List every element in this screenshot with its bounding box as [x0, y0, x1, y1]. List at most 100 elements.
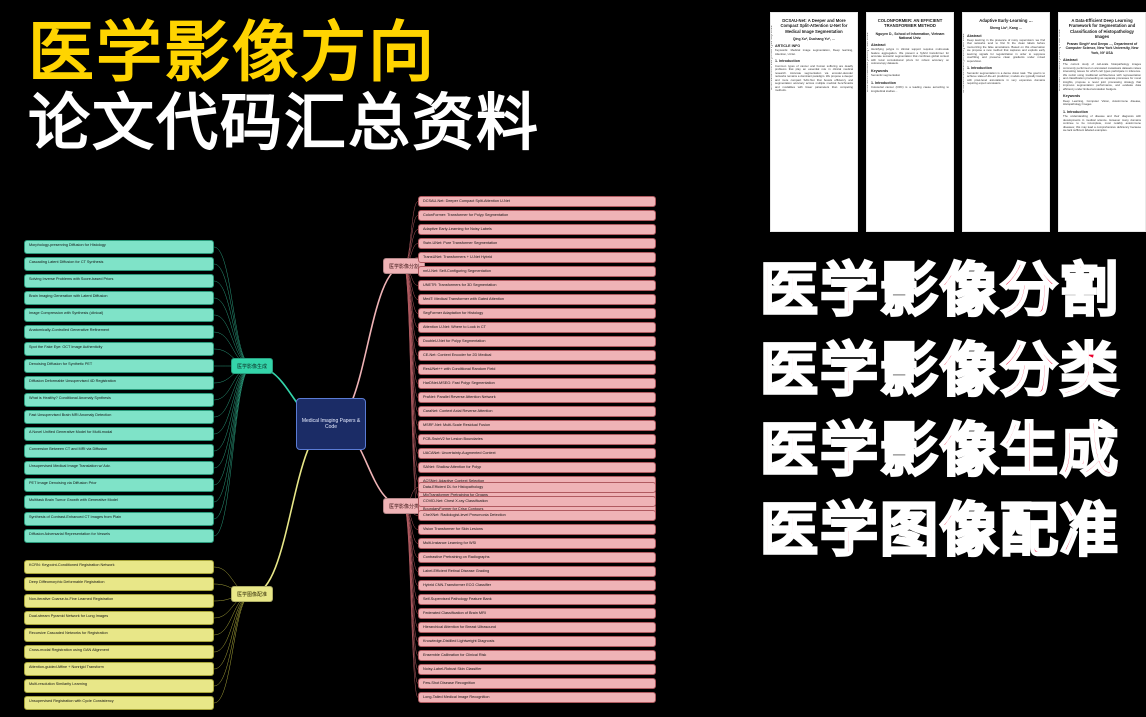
mindmap-node: Solving Inverse Problems with Score-base… — [24, 274, 214, 288]
mindmap-column-left_bottom: KCRN: Keypoint-Conditioned Registration … — [24, 560, 214, 710]
paper-section-heading: Keywords — [1063, 94, 1141, 98]
paper-thumbnail: arXiv:2202.00972v2 [eess.IV] 24 Sep 2022… — [770, 12, 858, 232]
mindmap-node: CheXNet: Radiologist-level Pneumonia Det… — [418, 510, 656, 521]
paper-section-body: Semantic segmentation — [871, 74, 949, 77]
mindmap-node: Fast Unsupervised Brain MRI Anomaly Dete… — [24, 410, 214, 424]
mindmap-node: UNETR: Transformers for 3D Segmentation — [418, 280, 656, 291]
mindmap-node: DoubleU-Net for Polyp Segmentation — [418, 336, 656, 347]
mindmap-node: FCB-SwinV2 for Lesion Boundaries — [418, 434, 656, 445]
mindmap-node: UACANet: Uncertainty-Augmented Context — [418, 448, 656, 459]
topic-generation: 医学影像生成 — [760, 422, 1120, 480]
mindmap-node: Noisy-Label-Robust Skin Classifier — [418, 664, 656, 675]
paper-title: Adaptive Early-Learning … — [967, 18, 1045, 23]
mindmap-node: Data-Efficient DL for Histopathology — [418, 482, 656, 493]
paper-title: DCSAU-Net: A Deeper and More Compact Spl… — [775, 18, 853, 34]
paper-section-body: The understanding of disease and their d… — [1063, 115, 1141, 132]
mindmap-node: Recursive Cascaded Networks for Registra… — [24, 628, 214, 642]
mindmap-node: Unsupervised Medical Image Translation w… — [24, 461, 214, 475]
mindmap-node: Diffusion Adversarial Representation for… — [24, 529, 214, 543]
paper-title: A Data-Efficient Deep Learning Framework… — [1063, 18, 1141, 39]
mindmap: Medical Imaging Papers & Code 医学影像生成医学影像… — [18, 188, 658, 706]
title-block: 医学影像方向 论文代码汇总资料 — [28, 18, 540, 156]
mindmap-node: KCRN: Keypoint-Conditioned Registration … — [24, 560, 214, 574]
paper-title: COLONFORMER: AN EFFICIENT TRANSFORMER ME… — [871, 18, 949, 29]
mindmap-node: PET Image Denoising via Diffusion Prior — [24, 478, 214, 492]
mindmap-node: Denoising Diffusion for Synthetic PET — [24, 359, 214, 373]
paper-section-body: Deep Learning, Computer Vision, Autoimmu… — [1063, 100, 1141, 107]
mindmap-node: Self-Supervised Pathology Feature Bank — [418, 594, 656, 605]
paper-thumbnails: arXiv:2202.00972v2 [eess.IV] 24 Sep 2022… — [770, 12, 1146, 244]
mindmap-node: Diffusion Deformable Unsupervised 4D Reg… — [24, 376, 214, 390]
arxiv-id: arXiv:2209.08898v3 [cs.CV] 7 Jun 2022 — [866, 32, 869, 92]
mindmap-center: Medical Imaging Papers & Code — [296, 398, 366, 450]
mindmap-node: Vision Transformer for Skin Lesions — [418, 524, 656, 535]
mindmap-node: Federated Classification of Brain MRI — [418, 608, 656, 619]
paper-section-body: Identifying polyps in clinical support r… — [871, 48, 949, 65]
mindmap-node: Attention U-Net: Where to Look in CT — [418, 322, 656, 333]
mindmap-node: Morphology-preserving Diffusion for Hist… — [24, 240, 214, 254]
mindmap-node: Multi-resolution Similarity Learning — [24, 679, 214, 693]
mindmap-node: nnU-Net: Self-Configuring Segmentation — [418, 266, 656, 277]
mindmap-column-left_top: Morphology-preserving Diffusion for Hist… — [24, 240, 214, 543]
mindmap-node: Knowledge-Distilled Lightweight Diagnosi… — [418, 636, 656, 647]
mindmap-node: Anatomically-Controlled Generative Refin… — [24, 325, 214, 339]
mindmap-node: ColonFormer: Transformer for Polyp Segme… — [418, 210, 656, 221]
paper-authors: Sheng Liu*, Kang … — [967, 26, 1045, 30]
mindmap-node: COVID-Net: Chest X-ray Classification — [418, 496, 656, 507]
mindmap-node: Label-Efficient Retinal Disease Grading — [418, 566, 656, 577]
topic-classification: 医学影像分类 — [760, 342, 1120, 400]
mindmap-column-right_top: DCSAU-Net: Deeper Compact Split-Attentio… — [418, 196, 656, 515]
mindmap-node: Hybrid CNN-Transformer ECG Classifier — [418, 580, 656, 591]
mindmap-node: SANet: Shallow Attention for Polyp — [418, 462, 656, 473]
mindmap-node: Contrastive Pretraining on Radiographs — [418, 552, 656, 563]
paper-section-body: Keywords: Medical image segmentation, De… — [775, 49, 853, 56]
mindmap-node: Deep Diffeomorphic Deformable Registrati… — [24, 577, 214, 591]
mindmap-column-right_bottom: Data-Efficient DL for Histopathology COVI… — [418, 482, 656, 703]
paper-authors: Nguyen D., School of Information, Vietna… — [871, 32, 949, 41]
mindmap-node: Swin-UNet: Pure Transformer Segmentation — [418, 238, 656, 249]
mindmap-node: Conversion Between CT and MRI via Diffus… — [24, 444, 214, 458]
topic-segmentation: 医学影像分割 — [760, 262, 1120, 320]
mindmap-node: Ensemble Calibration for Clinical Risk — [418, 650, 656, 661]
mindmap-node: DCSAU-Net: Deeper Compact Split-Attentio… — [418, 196, 656, 207]
title-line1: 医学影像方向 — [28, 18, 540, 87]
mindmap-node: PraNet: Parallel Reverse Attention Netwo… — [418, 392, 656, 403]
paper-thumbnail: arXiv:2201.13784v3 [eess.IV] Oct 2022 Ada… — [962, 12, 1050, 232]
mindmap-node: Dual-stream Pyramid Network for Lung Ima… — [24, 611, 214, 625]
paper-section-body: The current study of cell-scale histopat… — [1063, 63, 1141, 91]
mindmap-node: Unsupervised Registration with Cycle Con… — [24, 696, 214, 710]
mindmap-hub-gen: 医学影像生成 — [231, 358, 273, 374]
mindmap-node: A Novel Unified Generative Model for Mul… — [24, 427, 214, 441]
mindmap-node: Hierarchical Attention for Breast Ultras… — [418, 622, 656, 633]
topic-registration: 医学图像配准 — [760, 502, 1120, 560]
paper-section-body: Deep learning in the presence of noisy s… — [967, 39, 1045, 63]
mindmap-node: CaraNet: Context Axial Reverse Attention — [418, 406, 656, 417]
mindmap-node: Few-Shot Disease Recognition — [418, 678, 656, 689]
paper-thumbnail: arXiv:2207.06489v4 [eess.IV] 5 Oct 2022A… — [1058, 12, 1146, 232]
mindmap-node: Spot the Fake Eye: OCT Image Authenticit… — [24, 342, 214, 356]
paper-authors: Pranav Singh* and Deepa …, Department of… — [1063, 42, 1141, 55]
mindmap-node: CE-Net: Context Encoder for 2D Medical — [418, 350, 656, 361]
arxiv-id: arXiv:2202.00972v2 [eess.IV] 24 Sep 2022 — [770, 25, 773, 89]
mindmap-node: HarDNet-MSEG: Fast Polyp Segmentation — [418, 378, 656, 389]
mindmap-node: ResUNet++ with Conditional Random Field — [418, 364, 656, 375]
mindmap-node: Long-Tailed Medical Image Recognition — [418, 692, 656, 703]
paper-section-body: Colorectal cancer (CRC) is a leading cau… — [871, 86, 949, 93]
mindmap-node: MedT: Medical Transformer with Gated Att… — [418, 294, 656, 305]
arxiv-id: arXiv:2207.06489v4 [eess.IV] 5 Oct 2022 — [1058, 29, 1061, 91]
mindmap-node: Cross-modal Registration using GAN Align… — [24, 645, 214, 659]
mindmap-node: Cascading Latent Diffusion for CT Synthe… — [24, 257, 214, 271]
mindmap-node: Non-iterative Coarse-to-Fine Learned Reg… — [24, 594, 214, 608]
topic-list: 医学影像分割 医学影像分类 医学影像生成 医学图像配准 — [760, 262, 1120, 560]
mindmap-node: What is Healthy? Conditional Anomaly Syn… — [24, 393, 214, 407]
mindmap-hub-reg: 医学图像配准 — [231, 586, 273, 602]
mindmap-node: Attention-guided Affine + Nonrigid Trans… — [24, 662, 214, 676]
mindmap-node: Synthesis of Contrast-Enhanced CT Images… — [24, 512, 214, 526]
mindmap-node: Brain Imaging Generation with Latent Dif… — [24, 291, 214, 305]
paper-authors: Qing Xu*, Duchang Yu*, … — [775, 37, 853, 41]
mindmap-node: Multitask Brain Tumor Growth with Genera… — [24, 495, 214, 509]
mindmap-node: TransUNet: Transformers + U-Net Hybrid — [418, 252, 656, 263]
paper-section-body: Common types of cancer and human sufferi… — [775, 65, 853, 93]
mindmap-node: Adaptive Early-Learning for Noisy Labels — [418, 224, 656, 235]
arxiv-id: arXiv:2201.13784v3 [eess.IV] Oct 2022 — [962, 34, 965, 93]
